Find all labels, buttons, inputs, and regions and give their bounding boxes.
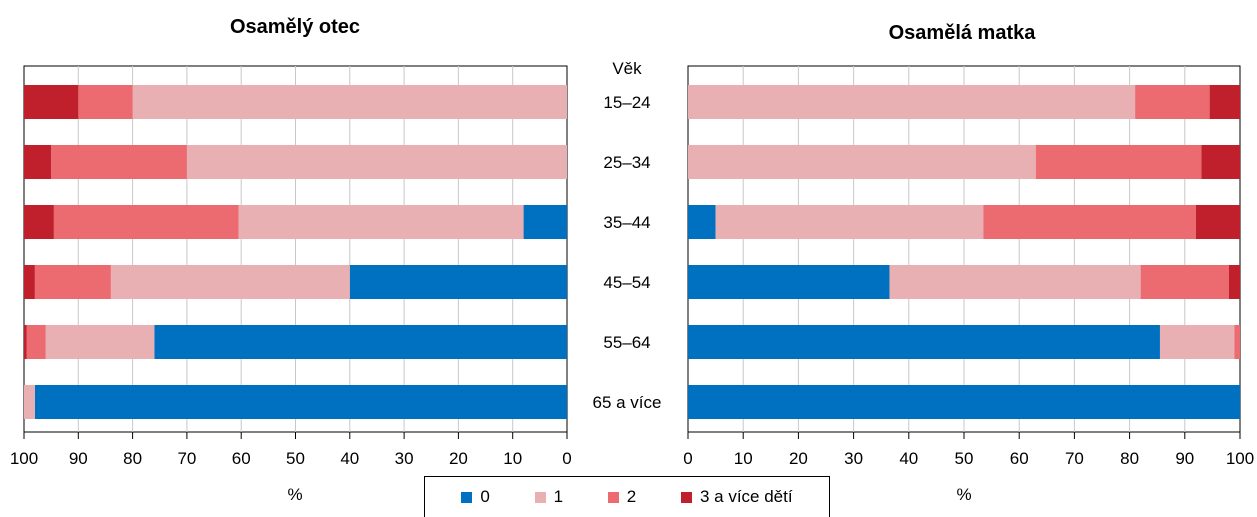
legend-item-2: 2 [607, 487, 637, 507]
category-label: 25–34 [603, 153, 650, 172]
right-x-tick-label: 30 [844, 449, 863, 468]
category-labels: 15–24 25–34 35–44 45–54 55–64 65 a více [593, 93, 662, 412]
left-bar-1-series-2 [51, 145, 187, 179]
legend-label-1: 1 [553, 487, 564, 506]
left-x-axis-label: % [287, 485, 302, 504]
left-bar-2-series-3 [24, 205, 54, 239]
left-bar-5-series-1 [24, 385, 35, 419]
left-x-tick-label: 100 [10, 449, 38, 468]
right-bar-0-series-2 [1135, 85, 1210, 119]
right-bar-4-series-2 [1234, 325, 1240, 359]
left-bar-2-series-2 [53, 205, 239, 239]
right-bar-0-series-3 [1209, 85, 1240, 119]
right-bar-4-series-0 [688, 325, 1160, 359]
right-bar-2-series-0 [688, 205, 716, 239]
right-plot: 0 10 20 30 40 50 60 70 80 90 100 [683, 65, 1254, 468]
left-bar-3-series-0 [349, 265, 567, 299]
right-bar-2-series-1 [715, 205, 984, 239]
left-x-tick-label: 0 [562, 449, 571, 468]
right-x-tick-label: 60 [1010, 449, 1029, 468]
left-bar-4-series-1 [45, 325, 155, 359]
left-bar-0-series-2 [78, 85, 133, 119]
left-bar-3-series-1 [110, 265, 350, 299]
right-x-tick-label: 40 [899, 449, 918, 468]
right-bar-2-series-2 [983, 205, 1196, 239]
right-bar-5-series-0 [688, 385, 1240, 419]
right-x-tick-label: 80 [1120, 449, 1139, 468]
category-header: Věk [612, 59, 642, 78]
legend-label-0: 0 [480, 487, 490, 506]
right-x-tick-label: 90 [1175, 449, 1194, 468]
left-bar-2-series-1 [238, 205, 524, 239]
left-bar-4-series-3 [24, 325, 27, 359]
right-bar-3-series-0 [688, 265, 890, 299]
right-x-tick-label: 100 [1226, 449, 1254, 468]
left-x-tick-label: 50 [286, 449, 305, 468]
left-bar-1-series-3 [24, 145, 52, 179]
legend-swatch-1 [534, 491, 546, 503]
left-x-tick-label: 10 [503, 449, 522, 468]
right-bar-1-series-1 [688, 145, 1036, 179]
category-label: 15–24 [603, 93, 650, 112]
right-x-tick-label: 20 [789, 449, 808, 468]
right-chart-title: Osamělá matka [889, 22, 1037, 44]
legend-item-1: 1 [534, 487, 564, 507]
left-x-tick-label: 80 [123, 449, 142, 468]
category-label: 35–44 [603, 213, 650, 232]
left-bar-3-series-3 [24, 265, 35, 299]
legend-swatch-0 [461, 491, 473, 503]
category-label: 55–64 [603, 333, 650, 352]
right-bar-0-series-1 [688, 85, 1136, 119]
left-x-tick-label: 30 [395, 449, 414, 468]
right-bar-4-series-1 [1159, 325, 1235, 359]
left-bar-3-series-2 [34, 265, 111, 299]
left-bar-0-series-1 [132, 85, 567, 119]
left-bar-0-series-3 [24, 85, 79, 119]
left-bar-1-series-1 [186, 145, 567, 179]
legend-label-3: 3 a více dětí [699, 487, 793, 506]
right-x-tick-label: 70 [1065, 449, 1084, 468]
right-x-tick-label: 50 [955, 449, 974, 468]
legend-item-0: 0 [461, 487, 490, 507]
right-bar-1-series-2 [1035, 145, 1202, 179]
right-x-tick-label: 0 [683, 449, 692, 468]
left-plot: 100 90 80 70 60 50 40 30 20 10 0 [10, 65, 572, 468]
left-chart-title: Osamělý otec [230, 16, 360, 38]
category-label: 65 a více [593, 393, 662, 412]
legend: 0 1 2 3 a více dětí [424, 476, 830, 517]
left-x-tick-label: 40 [340, 449, 359, 468]
left-bar-5-series-0 [34, 385, 568, 419]
category-label: 45–54 [603, 273, 650, 292]
right-bar-1-series-3 [1201, 145, 1240, 179]
left-bar-4-series-0 [154, 325, 567, 359]
left-bar-4-series-2 [26, 325, 46, 359]
right-bar-2-series-3 [1195, 205, 1240, 239]
legend-swatch-2 [607, 491, 619, 503]
right-bar-3-series-3 [1228, 265, 1240, 299]
left-x-tick-label: 70 [177, 449, 196, 468]
right-x-axis-label: % [956, 485, 971, 504]
right-bar-3-series-2 [1140, 265, 1229, 299]
right-x-tick-label: 10 [734, 449, 753, 468]
left-x-tick-label: 60 [232, 449, 251, 468]
right-bar-3-series-1 [889, 265, 1141, 299]
legend-item-3: 3 a více dětí [680, 487, 793, 507]
legend-label-2: 2 [626, 487, 637, 506]
left-bar-2-series-0 [523, 205, 567, 239]
legend-swatch-3 [680, 491, 692, 503]
left-x-tick-label: 90 [69, 449, 88, 468]
left-x-tick-label: 20 [449, 449, 468, 468]
